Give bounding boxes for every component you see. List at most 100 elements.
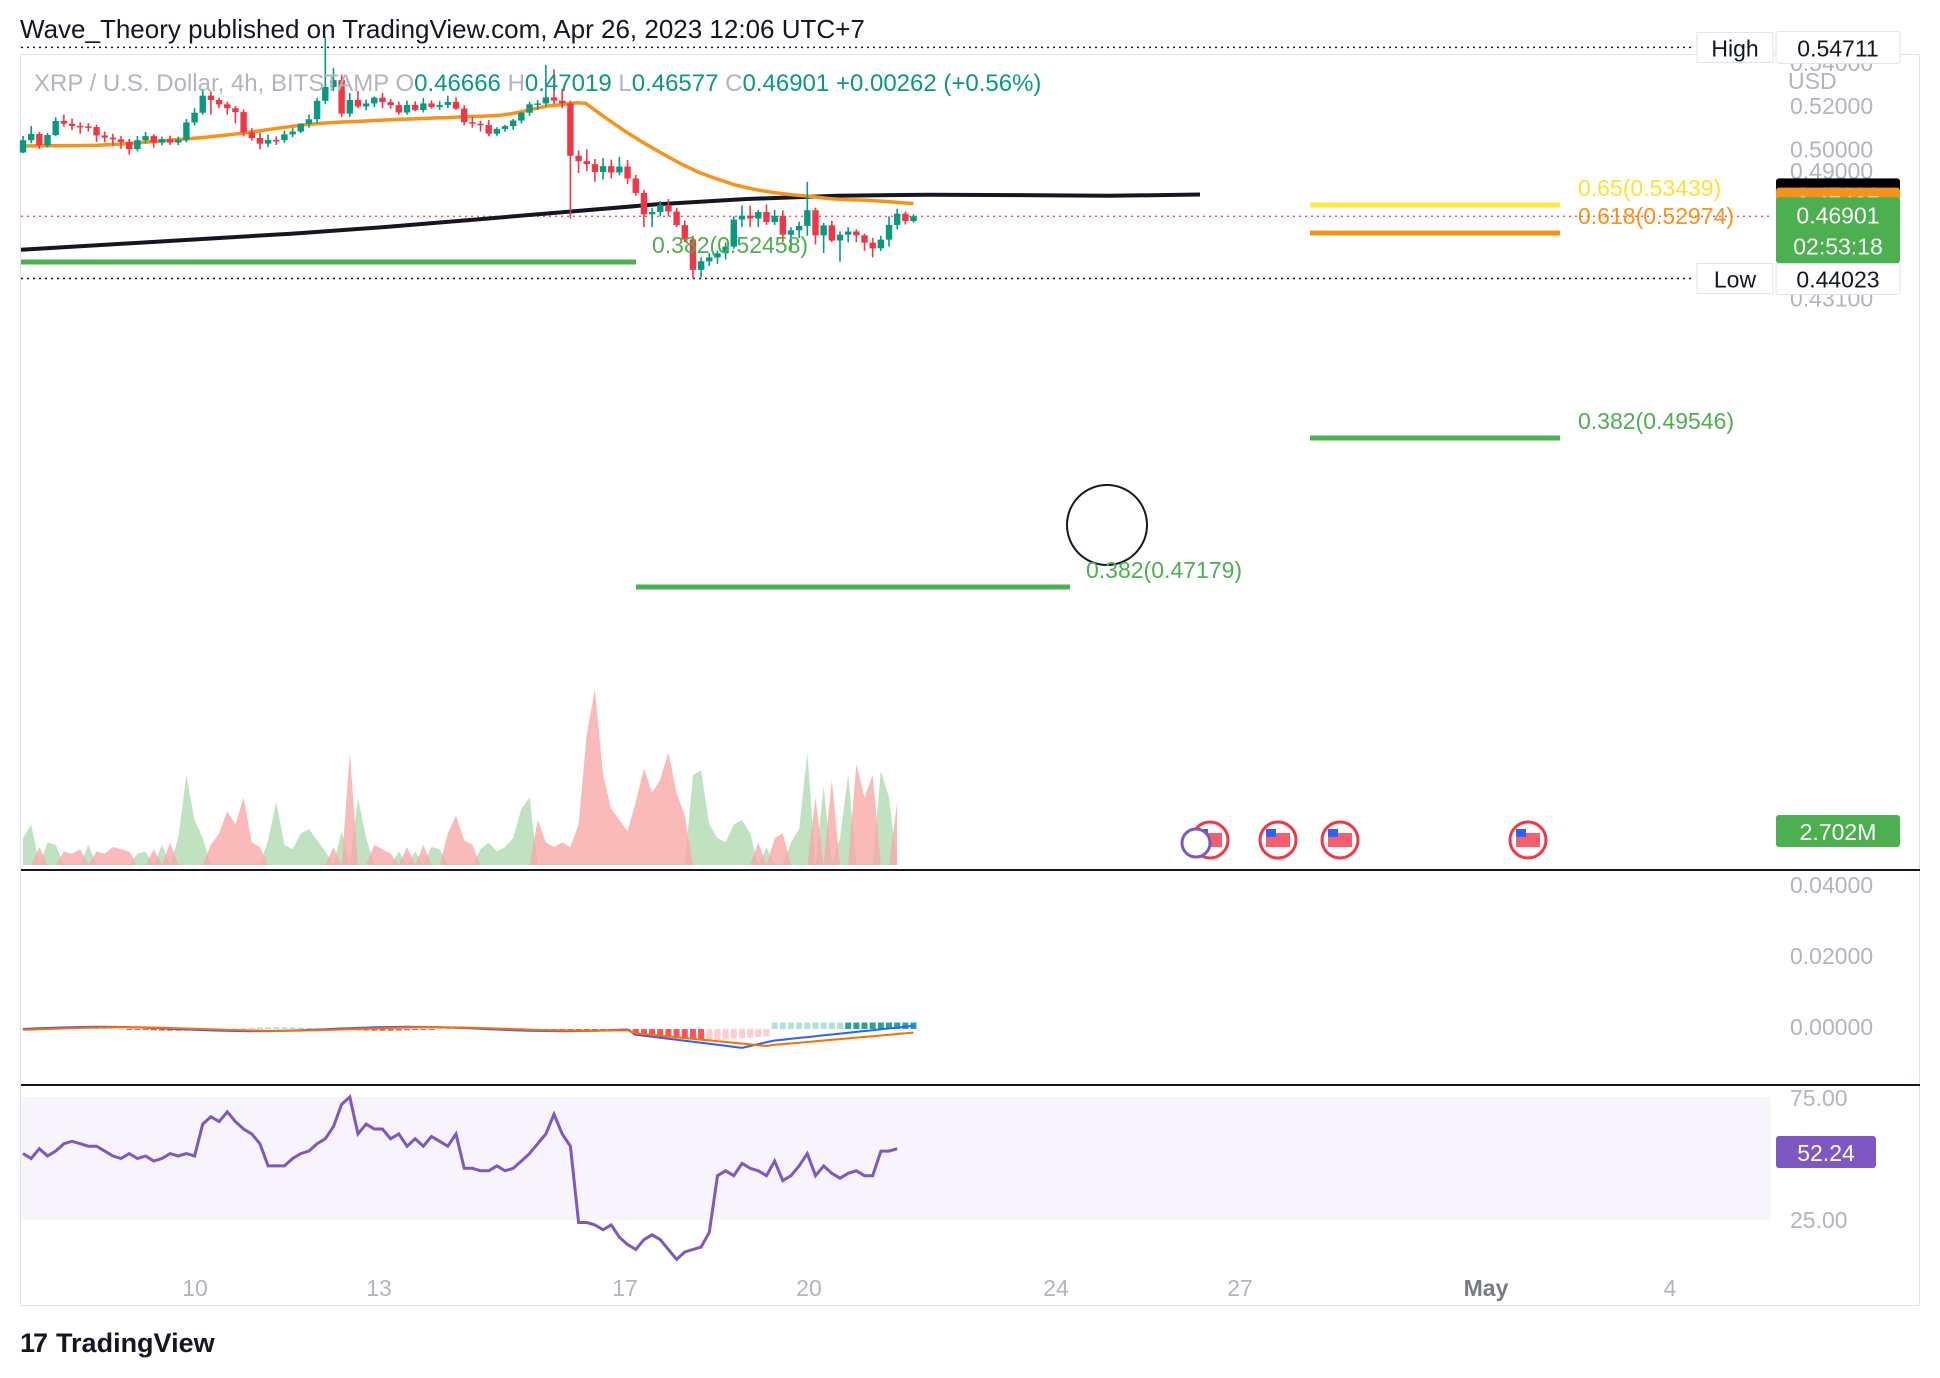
candle-body [787,230,795,235]
macd-histogram-bar [142,1029,149,1030]
candle-body [166,139,174,143]
candle-body [403,104,411,113]
price-tag-label: Low [1714,267,1757,293]
candle-body [232,108,239,113]
close-value: 0.46901 [742,70,830,97]
candle-body [281,134,288,141]
candle-body [126,141,133,150]
candle-body [510,120,517,127]
candle-body [738,215,746,220]
dividend-event-icon [1180,827,1212,859]
candle-body [657,205,664,212]
macd-histogram-bar [363,1029,370,1031]
macd-histogram-bar [387,1029,394,1031]
candle-body [330,80,337,88]
macd-histogram-bar [796,1022,803,1029]
candle-body [885,224,893,240]
last-price-value: 0.46901 [1796,202,1879,228]
candle-body [420,103,427,110]
rsi-band [21,1097,1771,1220]
candle-body [362,103,370,107]
macd-histogram-bar [837,1022,843,1029]
candle-body [436,104,443,107]
candle-body [624,166,631,179]
candle-body [795,226,803,231]
macd-histogram-bar [853,1022,860,1029]
candle-body [27,133,35,141]
candle-body [346,99,353,114]
macd-histogram-bar [812,1022,819,1029]
x-axis-tick: 17 [612,1275,638,1301]
candle-body [567,103,574,156]
macd-histogram-bar [681,1029,688,1039]
close-label: C [725,70,743,97]
currency-label[interactable]: USD [1788,68,1837,94]
candle-body [207,95,215,100]
x-axis-tick: 20 [796,1275,822,1301]
us-flag-event-icon [1516,829,1526,837]
macd-histogram-bar [877,1022,884,1029]
x-axis-tick: 24 [1043,1275,1069,1301]
footer-brand[interactable]: 17 TradingView [20,1328,215,1359]
rsi-axis-tick: 25.00 [1790,1207,1848,1233]
candle-body [828,225,836,241]
macd-axis-tick: 0.04000 [1790,872,1873,898]
fib-level-label: 0.65(0.53439) [1578,175,1721,201]
candle-body [599,166,607,172]
macd-histogram-bar [640,1029,647,1036]
candle-body [109,137,117,140]
candle-body [722,246,729,254]
price-tag-label-box [1696,263,1774,295]
candle-body [313,100,321,120]
macd-histogram-bar [689,1029,696,1040]
candle-body [853,231,860,236]
candle-body [583,161,590,165]
bar-countdown: 02:53:18 [1793,233,1883,259]
candle-body [273,139,280,142]
fib-level-label: 0.382(0.49546) [1578,408,1734,434]
candle-body [681,225,688,240]
candle-body [379,97,386,103]
candle-body [93,127,100,136]
candle-body [338,80,345,114]
candle-body [575,155,582,162]
fib-level-label: 0.382(0.47179) [1086,557,1242,583]
macd-histogram-bar [240,1028,247,1030]
ema50-line [22,101,914,206]
candle-body [175,139,182,143]
candle-body [371,97,378,104]
macd-histogram-bar [118,1028,125,1030]
macd-histogram-bar [845,1022,852,1029]
macd-histogram-bar [706,1029,713,1041]
candle-body [477,123,484,126]
volume-tag-value: 2.702M [1800,819,1877,845]
candle-body [256,138,264,144]
macd-histogram-bar [747,1029,754,1038]
macd-histogram-bar [755,1029,762,1038]
last-price-tag [1776,197,1900,264]
macd-histogram-bar [265,1027,272,1029]
x-axis-tick: May [1464,1275,1509,1301]
candle-body [52,120,59,136]
candle-body [183,122,190,140]
candle-body [812,210,819,236]
candle-body [191,112,198,123]
candle-body [101,135,108,138]
candle-body [444,101,452,105]
candle-body [224,104,231,109]
candle-body [820,225,827,236]
macd-histogram-bar [281,1027,288,1029]
macd-histogram-bar [428,1029,435,1030]
candle-body [616,166,623,173]
us-flag-event-icon [1328,829,1338,837]
macd-histogram-bar [910,1022,917,1029]
candle-body [117,139,125,142]
high-value: 0.47019 [524,70,612,97]
fib-level-label: 0.382(0.52458) [652,232,808,258]
price-axis-tick: 0.50000 [1790,136,1873,162]
macd-histogram-bar [109,1028,116,1030]
macd-histogram-bar [657,1029,664,1038]
price-tag-value: 0.54711 [1797,35,1878,61]
brand-label: TradingView [56,1328,215,1358]
